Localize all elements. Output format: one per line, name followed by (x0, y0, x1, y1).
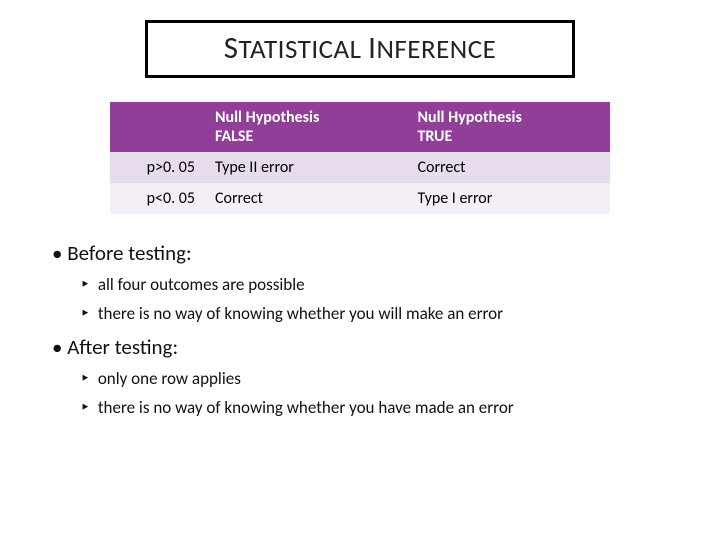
bullet-after-text: After testing: (67, 334, 178, 360)
header-line2-2: TRUE (418, 127, 453, 146)
bullet-mark-icon: ‣ (80, 303, 94, 324)
header-col-true: Null Hypothesis TRUE (408, 102, 611, 152)
title-word-2: NFERENCE (376, 33, 496, 66)
sub-bullet: ‣ only one row applies (80, 368, 680, 389)
row0-cell1: Correct (408, 152, 611, 183)
row1-label: p<0. 05 (110, 183, 205, 214)
bullet-mark-icon: ‣ (80, 397, 94, 418)
sub-text: only one row applies (98, 368, 241, 389)
error-table: Null Hypothesis FALSE Null Hypothesis TR… (110, 102, 610, 214)
bullet-list: Before testing: ‣ all four outcomes are … (52, 240, 680, 418)
row1-cell1: Type I error (408, 183, 611, 214)
title-cap-s: S (224, 29, 239, 67)
title-text: STATISTICAL INFERENCE (224, 33, 497, 66)
row1-cell0: Correct (205, 183, 408, 214)
sub-bullet: ‣ all four outcomes are possible (80, 274, 680, 295)
header-line1-1: Null Hypothesis (215, 108, 319, 127)
bullet-mark-icon: ‣ (80, 368, 94, 389)
bullet-before-text: Before testing: (67, 240, 191, 266)
table-row: p<0. 05 Correct Type I error (110, 183, 610, 214)
slide: STATISTICAL INFERENCE Null Hypothesis FA… (0, 0, 720, 540)
table-row: p>0. 05 Type II error Correct (110, 152, 610, 183)
sub-text: there is no way of knowing whether you h… (98, 397, 514, 418)
table-header-row: Null Hypothesis FALSE Null Hypothesis TR… (110, 102, 610, 152)
title-box: STATISTICAL INFERENCE (145, 20, 575, 78)
sub-text: there is no way of knowing whether you w… (98, 303, 503, 324)
sub-text: all four outcomes are possible (98, 274, 305, 295)
header-line2-1: FALSE (215, 127, 253, 146)
hypothesis-table: Null Hypothesis FALSE Null Hypothesis TR… (110, 102, 610, 214)
header-line1-2: Null Hypothesis (418, 108, 522, 127)
sub-bullet: ‣ there is no way of knowing whether you… (80, 303, 680, 324)
title-word-1: TATISTICAL (238, 33, 368, 66)
sub-bullet: ‣ there is no way of knowing whether you… (80, 397, 680, 418)
bullet-before: Before testing: (52, 240, 680, 266)
bullet-after: After testing: (52, 334, 680, 360)
header-col-false: Null Hypothesis FALSE (205, 102, 408, 152)
header-blank (110, 102, 205, 152)
bullet-mark-icon: ‣ (80, 274, 94, 295)
row0-cell0: Type II error (205, 152, 408, 183)
row0-label: p>0. 05 (110, 152, 205, 183)
